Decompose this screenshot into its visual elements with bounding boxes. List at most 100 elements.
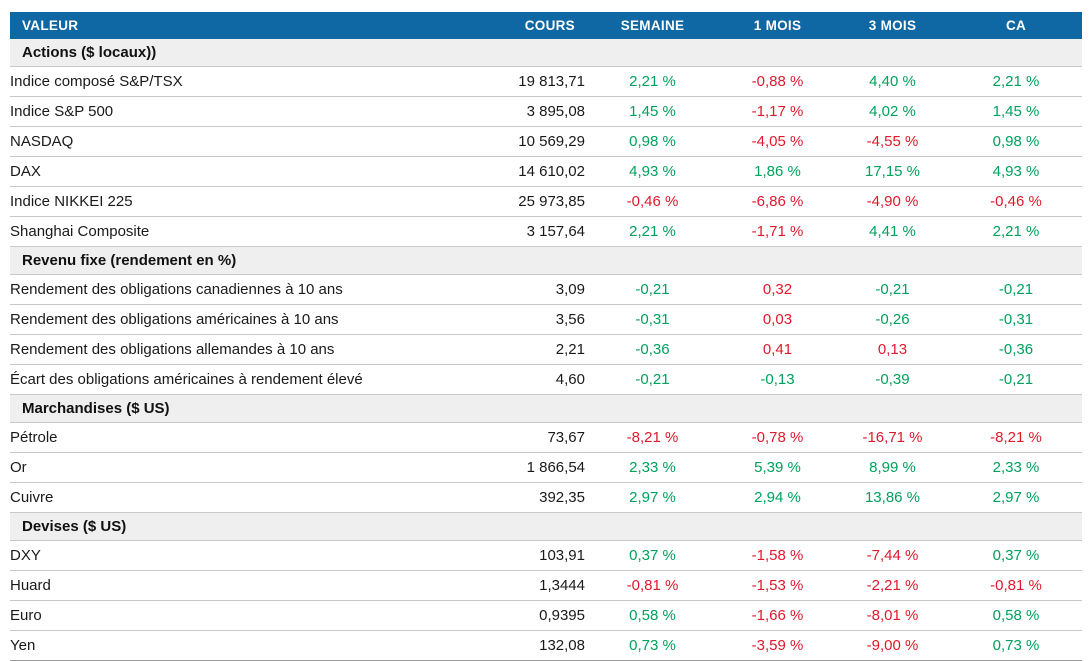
table-row: Pétrole 73,67 -8,21 % -0,78 % -16,71 % -8,21 … (10, 422, 1082, 453)
table-body: Actions ($ locaux)) Indice composé S&P/TS… (10, 39, 1082, 661)
column-header-ca: CA (950, 12, 1082, 39)
3mois-change: -2,21 % (835, 570, 950, 601)
section-row: Actions ($ locaux)) (10, 39, 1082, 67)
ca-change: 1,45 % (950, 96, 1082, 127)
1mois-change: 5,39 % (720, 452, 835, 483)
3mois-change: -0,39 (835, 364, 950, 395)
table-header: VALEUR COURS SEMAINE 1 MOIS 3 MOIS CA (10, 12, 1082, 39)
section-row: Revenu fixe (rendement en %) (10, 246, 1082, 275)
ca-change: 2,21 % (950, 216, 1082, 247)
cours-value: 3 157,64 (460, 216, 585, 247)
row-label: Écart des obligations américaines à rend… (10, 364, 460, 395)
1mois-change: -1,71 % (720, 216, 835, 247)
ca-change: -8,21 % (950, 422, 1082, 453)
1mois-change: -0,88 % (720, 66, 835, 97)
table-row: NASDAQ 10 569,29 0,98 % -4,05 % -4,55 % 0,98 … (10, 126, 1082, 157)
cours-value: 3,56 (460, 304, 585, 335)
cours-value: 3 895,08 (460, 96, 585, 127)
table-row: Yen 132,08 0,73 % -3,59 % -9,00 % 0,73 % (10, 630, 1082, 661)
semaine-change: 4,93 % (585, 156, 720, 187)
row-label: Indice NIKKEI 225 (10, 186, 460, 217)
row-label: Pétrole (10, 422, 460, 453)
3mois-change: -9,00 % (835, 630, 950, 661)
column-header-semaine: SEMAINE (585, 12, 720, 39)
cours-value: 25 973,85 (460, 186, 585, 217)
3mois-change: 8,99 % (835, 452, 950, 483)
ca-change: -0,36 (950, 334, 1082, 365)
3mois-change: 4,41 % (835, 216, 950, 247)
1mois-change: -1,66 % (720, 600, 835, 631)
semaine-change: 2,21 % (585, 216, 720, 247)
row-label: Indice S&P 500 (10, 96, 460, 127)
ca-change: 0,98 % (950, 126, 1082, 157)
3mois-change: -0,26 (835, 304, 950, 335)
semaine-change: -0,46 % (585, 186, 720, 217)
semaine-change: 0,58 % (585, 600, 720, 631)
cours-value: 132,08 (460, 630, 585, 661)
table-row: Cuivre 392,35 2,97 % 2,94 % 13,86 % 2,97 % (10, 482, 1082, 513)
table-row: DXY 103,91 0,37 % -1,58 % -7,44 % 0,37 % (10, 540, 1082, 571)
ca-change: 0,37 % (950, 540, 1082, 571)
semaine-change: -8,21 % (585, 422, 720, 453)
ca-change: 2,33 % (950, 452, 1082, 483)
3mois-change: 0,13 (835, 334, 950, 365)
table-row: Shanghai Composite 3 157,64 2,21 % -1,71 % 4… (10, 216, 1082, 247)
1mois-change: 2,94 % (720, 482, 835, 513)
table-header-row: VALEUR COURS SEMAINE 1 MOIS 3 MOIS CA (10, 12, 1082, 39)
3mois-change: 17,15 % (835, 156, 950, 187)
market-summary-report: VALEUR COURS SEMAINE 1 MOIS 3 MOIS CA Actions… (10, 12, 1082, 661)
table-row: DAX 14 610,02 4,93 % 1,86 % 17,15 % 4,93 % (10, 156, 1082, 187)
column-header-cours: COURS (460, 12, 585, 39)
column-header-valeur: VALEUR (10, 12, 460, 39)
semaine-change: 2,97 % (585, 482, 720, 513)
row-label: Rendement des obligations canadiennes à … (10, 274, 460, 305)
1mois-change: 0,32 (720, 274, 835, 305)
semaine-change: 0,37 % (585, 540, 720, 571)
table-row: Or 1 866,54 2,33 % 5,39 % 8,99 % 2,33 % (10, 452, 1082, 483)
table-row: Rendement des obligations canadiennes à … (10, 274, 1082, 305)
semaine-change: -0,21 (585, 274, 720, 305)
ca-change: 2,21 % (950, 66, 1082, 97)
ca-change: -0,31 (950, 304, 1082, 335)
table-row: Indice NIKKEI 225 25 973,85 -0,46 % -6,86 %… (10, 186, 1082, 217)
1mois-change: -4,05 % (720, 126, 835, 157)
1mois-change: -0,13 (720, 364, 835, 395)
1mois-change: -6,86 % (720, 186, 835, 217)
3mois-change: -4,55 % (835, 126, 950, 157)
row-label: Yen (10, 630, 460, 661)
cours-value: 3,09 (460, 274, 585, 305)
section-title: Devises ($ US) (10, 512, 1082, 541)
row-label: Or (10, 452, 460, 483)
3mois-change: -7,44 % (835, 540, 950, 571)
ca-change: -0,46 % (950, 186, 1082, 217)
row-label: NASDAQ (10, 126, 460, 157)
row-label: Euro (10, 600, 460, 631)
3mois-change: -16,71 % (835, 422, 950, 453)
3mois-change: -4,90 % (835, 186, 950, 217)
semaine-change: 0,73 % (585, 630, 720, 661)
semaine-change: -0,81 % (585, 570, 720, 601)
row-label: Indice composé S&P/TSX (10, 66, 460, 97)
3mois-change: -0,21 (835, 274, 950, 305)
ca-change: -0,81 % (950, 570, 1082, 601)
ca-change: -0,21 (950, 274, 1082, 305)
3mois-change: 13,86 % (835, 482, 950, 513)
cours-value: 0,9395 (460, 600, 585, 631)
1mois-change: -3,59 % (720, 630, 835, 661)
semaine-change: 2,33 % (585, 452, 720, 483)
ca-change: 0,58 % (950, 600, 1082, 631)
3mois-change: 4,40 % (835, 66, 950, 97)
section-row: Devises ($ US) (10, 512, 1082, 541)
row-label: Rendement des obligations allemandes à 1… (10, 334, 460, 365)
semaine-change: -0,31 (585, 304, 720, 335)
row-label: DAX (10, 156, 460, 187)
cours-value: 19 813,71 (460, 66, 585, 97)
cours-value: 4,60 (460, 364, 585, 395)
column-header-3mois: 3 MOIS (835, 12, 950, 39)
section-row: Marchandises ($ US) (10, 394, 1082, 423)
table-row: Écart des obligations américaines à rend… (10, 364, 1082, 395)
3mois-change: -8,01 % (835, 600, 950, 631)
1mois-change: 1,86 % (720, 156, 835, 187)
semaine-change: 0,98 % (585, 126, 720, 157)
table-row: Euro 0,9395 0,58 % -1,66 % -8,01 % 0,58 % (10, 600, 1082, 631)
